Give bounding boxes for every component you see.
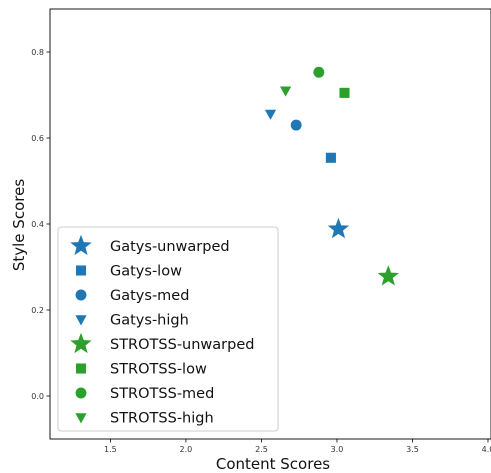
point-strotss-unwarped xyxy=(377,265,399,286)
legend-box xyxy=(57,226,279,432)
y-tick-label: 0.0 xyxy=(31,392,44,401)
y-tick-label: 0.2 xyxy=(31,306,44,315)
legend-label-strotss-high: STROTSS-high xyxy=(110,411,214,427)
point-strotss-high xyxy=(280,86,292,97)
x-tick-label: 3.0 xyxy=(331,445,344,454)
point-gatys-unwarped xyxy=(327,217,350,239)
x-tick-label: 2.5 xyxy=(255,445,268,454)
legend-label-gatys-high: Gatys-high xyxy=(110,313,189,329)
legend-label-gatys-med: Gatys-med xyxy=(110,288,189,304)
legend-marker-strotss-low xyxy=(75,363,87,374)
legend-label-gatys-low: Gatys-low xyxy=(110,264,182,280)
point-strotss-med xyxy=(313,66,325,78)
legend-marker-gatys-low xyxy=(75,265,87,276)
legend-label-strotss-med: STROTSS-med xyxy=(110,386,214,402)
legend-marker-gatys-high xyxy=(75,315,87,326)
legend-label-strotss-low: STROTSS-low xyxy=(110,362,207,378)
legend-label-gatys-unwarped: Gatys-unwarped xyxy=(110,239,230,255)
point-gatys-high xyxy=(264,109,277,120)
x-tick-label: 2.0 xyxy=(180,445,193,454)
legend-marker-strotss-high xyxy=(75,413,87,424)
legend-marker-gatys-med xyxy=(75,289,87,301)
data-markers xyxy=(264,66,399,286)
y-axis-label: Style Scores xyxy=(10,179,28,271)
legend-marker-gatys-unwarped xyxy=(70,234,92,256)
y-tick-label: 0.8 xyxy=(31,48,44,57)
y-axis-ticks: 0.0 0.2 0.4 0.6 0.8 xyxy=(31,48,50,401)
x-tick-label: 3.5 xyxy=(406,445,419,454)
x-axis-label: Content Scores xyxy=(216,455,330,473)
point-gatys-med xyxy=(290,119,302,131)
legend: Gatys-unwarped Gatys-low Gatys-med Gatys-hi… xyxy=(57,226,279,432)
legend-marker-strotss-unwarped xyxy=(70,332,92,354)
point-strotss-low xyxy=(339,87,350,98)
x-tick-label: 1.5 xyxy=(104,445,117,454)
legend-label-strotss-unwarped: STROTSS-unwarped xyxy=(110,337,254,353)
legend-marker-strotss-med xyxy=(75,387,87,399)
y-tick-label: 0.6 xyxy=(31,134,44,143)
point-gatys-low xyxy=(325,152,336,163)
y-tick-label: 0.4 xyxy=(31,220,44,229)
x-tick-label: 4.0 xyxy=(482,445,491,454)
x-axis-ticks: 1.5 2.0 2.5 3.0 3.5 4.0 xyxy=(104,439,491,454)
